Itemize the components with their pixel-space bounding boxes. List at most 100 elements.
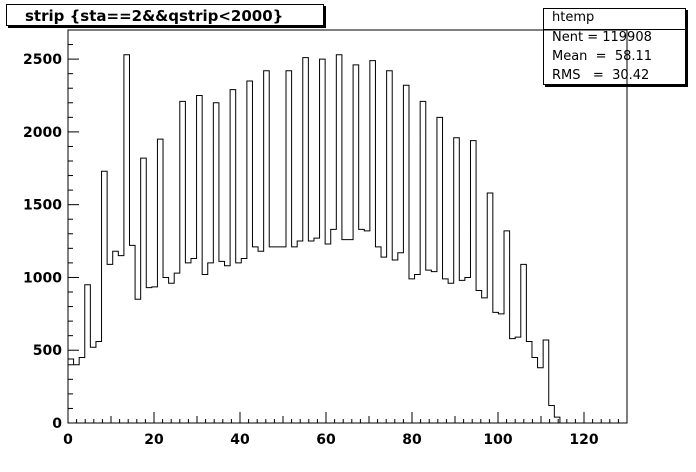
histogram-bin [521,264,527,423]
histogram-bin [208,263,214,423]
histogram-outline [67,54,627,424]
stats-sep: = [587,49,615,64]
histogram-bin [264,71,270,423]
histogram-bin [392,260,398,423]
histogram-bin [336,55,342,423]
histogram-bin [202,275,208,423]
histogram-bin [102,171,108,423]
histogram-bin [459,280,465,423]
histogram-bin [348,240,354,423]
histogram-bin [443,279,449,423]
histogram-bin [241,259,247,423]
histogram-bin [146,288,152,423]
histogram-bin [476,291,482,423]
histogram-bin [230,90,236,423]
histogram-bin [269,247,275,423]
histogram-title-box: strip {sta==2&&qstrip<2000} [6,4,324,26]
histogram-bin [292,247,298,423]
histogram-bin [465,277,471,423]
histogram-bin [191,259,197,423]
histogram-bin [185,263,191,423]
histogram-bin [498,314,504,423]
x-tick-label: 100 [483,432,512,448]
x-tick-label: 120 [569,432,598,448]
histogram-bin [135,299,141,423]
histogram-bin [68,359,74,423]
histogram-bin [420,101,426,423]
histogram-bin [387,71,393,423]
y-tick-label: 2000 [23,125,62,141]
stats-label: RMS [552,68,581,83]
stats-value: 30.42 [612,68,650,83]
histogram-bin [437,117,443,423]
stats-box: htemp Nent = 119908 Mean = 58.11 RMS = 3… [543,8,686,85]
histogram-bin [493,312,499,423]
histogram-bin [375,247,381,423]
y-tick-label: 1500 [23,198,62,214]
histogram-bin [325,244,331,423]
histogram-bin [314,238,320,423]
histogram-bin [129,245,135,423]
histogram-bin [448,283,454,423]
stats-sep: = [580,68,613,83]
histogram-bin [303,58,309,423]
histogram-bin [124,55,130,423]
histogram-bin [141,158,147,423]
histogram-bin [169,283,175,423]
histogram-bin [85,285,91,423]
histogram-bin [431,272,437,423]
histogram-bin [157,139,163,423]
histogram-bin [504,231,510,423]
histogram-bin [280,247,286,423]
histogram-bin [197,96,203,424]
histogram-bin [107,264,113,423]
histogram-bin [258,251,264,423]
histogram-bin [370,61,376,423]
histogram-bin [152,287,158,423]
histogram-bin [398,253,404,423]
histogram-bin [225,266,231,423]
x-tick-label: 80 [402,432,422,448]
stats-value: 58.11 [614,49,653,64]
stats-row-rms: RMS = 30.42 [552,68,649,83]
stats-row-mean: Mean = 58.11 [552,49,652,64]
stats-label: Nent [552,30,584,45]
histogram-bin [297,241,303,423]
histogram-bin [96,341,102,423]
histogram-bin [454,138,460,423]
y-tick-label: 1000 [23,270,62,286]
histogram-bin [236,263,242,423]
histogram-bin [320,59,326,423]
histogram-bin [331,229,337,423]
histogram-bin [415,275,421,423]
histogram-bin [426,270,432,423]
histogram-bin [470,141,476,423]
histogram-bin [163,277,169,423]
stats-sep: = [583,30,603,45]
histogram-bin [180,101,186,423]
histogram-bin [174,273,180,423]
histogram-bin [79,358,85,424]
plot-frame [67,29,628,424]
histogram-bin [113,251,119,423]
histogram-bin [118,256,124,423]
histogram-bin [219,261,225,423]
histogram-bin [538,368,544,423]
histogram-bin [532,358,538,424]
stats-label: Mean [552,49,588,64]
histogram-bin [247,81,253,423]
stats-histogram-name: htemp [552,10,595,25]
x-tick-label: 0 [63,432,73,448]
histogram-bin [510,339,516,423]
histogram-bin [482,298,488,423]
histogram-bin [515,337,521,423]
x-tick-label: 40 [230,432,250,448]
x-tick-label: 60 [316,432,336,448]
histogram-bin [487,193,493,423]
histogram-bin [252,247,258,423]
histogram-bin [90,347,96,423]
histogram-bin [543,340,549,423]
histogram-bin [403,85,409,423]
histogram-bin [275,247,281,423]
